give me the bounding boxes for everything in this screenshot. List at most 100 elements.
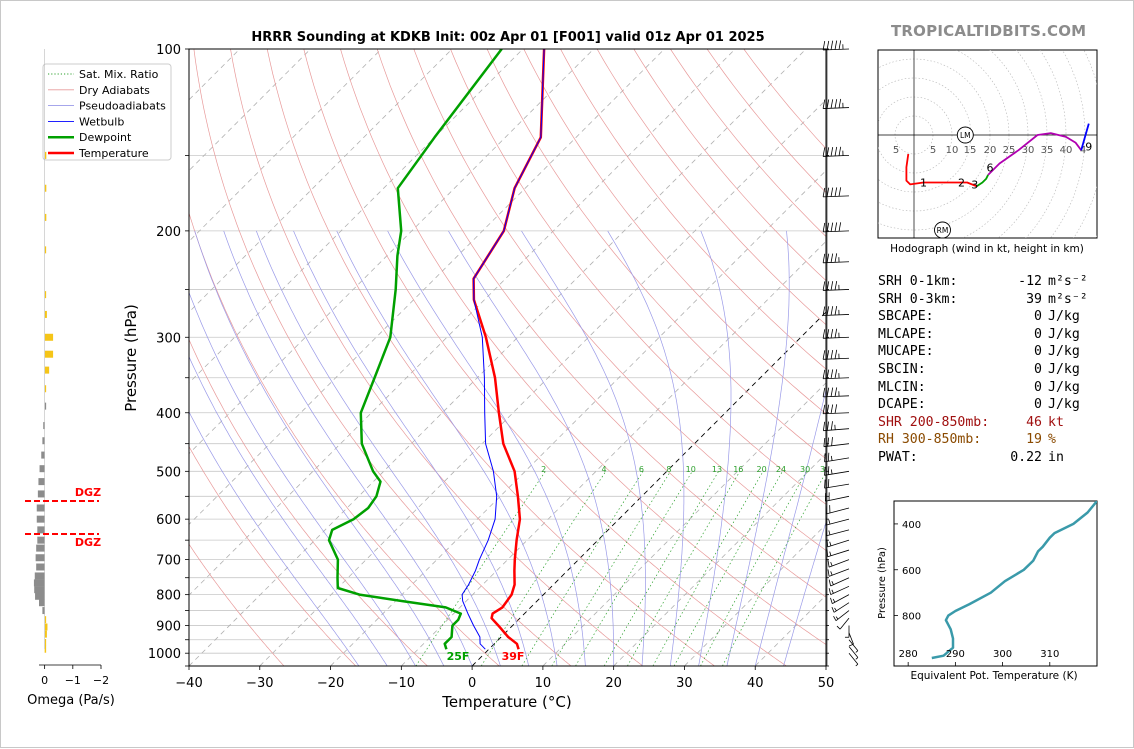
param-unit: J/kg bbox=[1042, 343, 1088, 361]
dgz-label-upper: DGZ bbox=[75, 486, 101, 499]
x-tick-label: 30 bbox=[676, 676, 693, 691]
mixing-ratio-label: 13 bbox=[712, 465, 722, 474]
pseudoadiabat bbox=[755, 231, 856, 666]
hodograph-height-label: 2 bbox=[958, 177, 965, 190]
mixing-ratio-label: 8 bbox=[666, 465, 671, 474]
y-tick-label: 700 bbox=[156, 554, 181, 569]
theta-e-tick-label: 310 bbox=[1040, 649, 1059, 660]
param-value: -12 bbox=[1018, 274, 1042, 289]
chart-title: HRRR Sounding at KDKB Init: 00z Apr 01 [… bbox=[251, 30, 764, 45]
param-label: SRH 0-1km: bbox=[878, 273, 957, 291]
surface-dewpoint-label: 25F bbox=[447, 650, 470, 663]
hodograph-height-label: 3 bbox=[971, 178, 978, 191]
param-unit: kt bbox=[1042, 414, 1088, 432]
omega-tick-label: 0 bbox=[41, 674, 48, 687]
isotherm-line bbox=[118, 49, 735, 666]
theta-e-xlabel: Equivalent Pot. Temperature (K) bbox=[910, 670, 1077, 682]
omega-bar bbox=[35, 593, 45, 600]
y-tick-label: 900 bbox=[156, 620, 181, 635]
theta-e-ytick-label: 400 bbox=[902, 520, 921, 531]
wind-barb bbox=[826, 517, 849, 525]
skew-t-frame bbox=[189, 49, 826, 666]
param-value: 0 bbox=[1034, 327, 1042, 342]
omega-bar bbox=[36, 563, 44, 570]
mixing-ratio-label: 20 bbox=[757, 465, 767, 474]
param-value: 0 bbox=[1034, 344, 1042, 359]
hodograph-height-label: 6 bbox=[987, 161, 994, 174]
param-value: 46 bbox=[1026, 415, 1042, 430]
omega-bar bbox=[38, 478, 44, 485]
param-value: 0 bbox=[1034, 309, 1042, 324]
mixing-ratio-label: 2 bbox=[541, 465, 546, 474]
param-label: MLCIN: bbox=[878, 379, 926, 397]
param-label: MUCAPE: bbox=[878, 343, 934, 361]
hodograph-ring-label: 5 bbox=[930, 145, 936, 156]
hodograph-ring-label: 20 bbox=[984, 145, 997, 156]
x-tick-label: −40 bbox=[175, 676, 202, 691]
hodograph-caption: Hodograph (wind in kt, height in km) bbox=[890, 243, 1084, 255]
pseudoadiabat bbox=[522, 231, 646, 666]
omega-bar bbox=[34, 586, 44, 593]
param-value: 39 bbox=[1026, 292, 1042, 307]
isotherm-line bbox=[189, 49, 806, 666]
theta-e-ytick-label: 800 bbox=[902, 612, 921, 623]
param-unit: m²s⁻² bbox=[1042, 291, 1088, 309]
wind-barb bbox=[828, 560, 849, 568]
param-label: SBCIN: bbox=[878, 361, 926, 379]
mixing-ratio-label: 24 bbox=[776, 465, 786, 474]
legend-label: Dewpoint bbox=[79, 131, 132, 144]
skew-t-ylabel: Pressure (hPa) bbox=[122, 304, 140, 412]
omega-bar bbox=[39, 599, 45, 606]
series-wetbulb bbox=[462, 49, 544, 649]
wind-barb bbox=[826, 505, 849, 514]
wind-barb bbox=[845, 626, 849, 638]
skew-t-xlabel: Temperature (°C) bbox=[441, 693, 571, 711]
x-tick-label: 0 bbox=[468, 676, 476, 691]
legend-label: Dry Adiabats bbox=[79, 84, 150, 97]
theta-e-ylabel: Pressure (hPa) bbox=[877, 547, 888, 619]
dgz-label-lower: DGZ bbox=[75, 536, 101, 549]
wind-barb bbox=[827, 549, 849, 556]
storm-motion-label: LM bbox=[960, 131, 971, 140]
param-unit: J/kg bbox=[1042, 396, 1088, 414]
param-value: 19 bbox=[1026, 432, 1042, 447]
omega-bar bbox=[42, 607, 44, 614]
param-label: PWAT: bbox=[878, 449, 918, 467]
omega-bar bbox=[45, 334, 53, 341]
pseudoadiabat bbox=[699, 231, 731, 666]
mixing-ratio-label: 10 bbox=[686, 465, 696, 474]
omega-bar bbox=[40, 465, 45, 472]
omega-bar bbox=[45, 367, 50, 374]
y-tick-label: 800 bbox=[156, 589, 181, 604]
y-tick-label: 400 bbox=[156, 407, 181, 422]
param-label: SHR 200-850mb: bbox=[878, 414, 989, 432]
theta-e-tick-label: 290 bbox=[946, 649, 965, 660]
legend-label: Pseudoadiabats bbox=[79, 100, 166, 113]
series-temperature bbox=[474, 49, 544, 649]
omega-bar bbox=[38, 490, 45, 497]
param-unit: m²s⁻² bbox=[1042, 273, 1088, 291]
y-tick-label: 100 bbox=[156, 43, 181, 58]
mixing-ratio-label: 6 bbox=[639, 465, 644, 474]
omega-bar bbox=[37, 526, 44, 533]
theta-e-frame bbox=[894, 501, 1097, 666]
dry-adiabat bbox=[377, 49, 930, 666]
wind-barbs bbox=[823, 40, 858, 666]
param-unit: J/kg bbox=[1042, 361, 1088, 379]
hodograph-ring-label: 10 bbox=[946, 145, 959, 156]
x-tick-label: −30 bbox=[246, 676, 273, 691]
omega-bar bbox=[37, 516, 45, 523]
hodograph-ring-label: 15 bbox=[964, 145, 977, 156]
omega-bar bbox=[45, 631, 47, 638]
y-tick-label: 300 bbox=[156, 331, 181, 346]
legend-label: Sat. Mix. Ratio bbox=[79, 68, 159, 81]
mixing-ratio-label: 4 bbox=[602, 465, 607, 474]
